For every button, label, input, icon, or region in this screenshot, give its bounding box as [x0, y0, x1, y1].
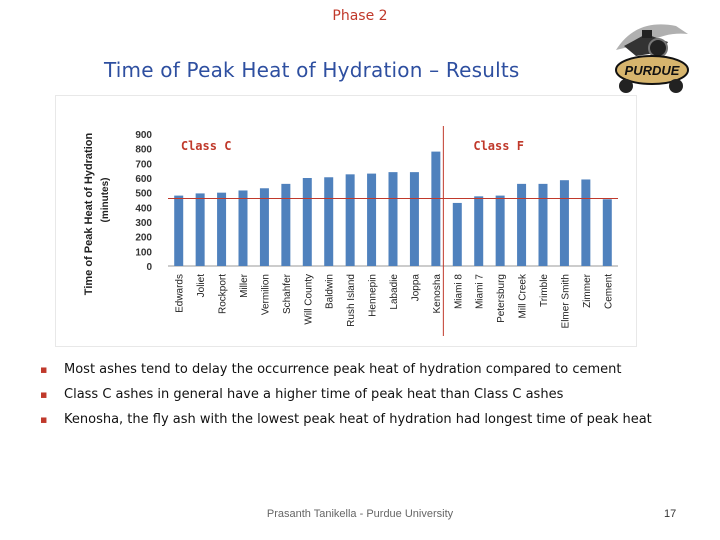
x-tick-label: Labadie [389, 274, 400, 310]
x-tick-label: Miami 8 [453, 274, 464, 309]
bar-schahfer [281, 183, 291, 266]
bullet-marker-icon: ▪ [40, 388, 48, 401]
x-tick-label: Vermilion [260, 274, 271, 315]
x-tick-label: Joppa [410, 274, 421, 302]
y-tick-label: 200 [135, 233, 152, 244]
bar-labadie [388, 172, 398, 266]
bar-miami-7 [474, 196, 484, 266]
bar-edwards [174, 195, 184, 266]
bullet-item: ▪ Kenosha, the fly ash with the lowest p… [40, 410, 660, 430]
y-tick-label: 900 [135, 130, 152, 141]
footer-credit: Prasanth Tanikella - Purdue University [266, 508, 454, 520]
bar-cement [602, 199, 612, 266]
bar-petersburg [495, 195, 505, 266]
x-tick-label: Rockport [218, 274, 229, 314]
bullet-text: Kenosha, the fly ash with the lowest pea… [64, 412, 652, 427]
x-tick-label: Trimble [539, 274, 550, 307]
y-tick-label: 400 [135, 203, 152, 214]
x-tick-label: Cement [603, 274, 614, 309]
bullet-text: Class C ashes in general have a higher t… [64, 387, 564, 402]
bullet-item: ▪ Class C ashes in general have a higher… [40, 385, 660, 405]
class-f-label: Class F [473, 139, 524, 153]
x-tick-label: Kenosha [432, 274, 443, 314]
x-tick-label: Hennepin [368, 274, 379, 317]
purdue-train-logo-icon: PURDUE [612, 16, 692, 96]
y-tick-label: 500 [135, 189, 152, 200]
chart-frame: Time of Peak Heat of Hydration (minutes)… [56, 96, 636, 346]
bar-vermilion [259, 188, 269, 266]
y-axis-label-line2: (minutes) [100, 178, 111, 223]
bar-trimble [538, 183, 548, 266]
bar-zimmer [581, 179, 591, 266]
bar-will-county [302, 178, 312, 266]
hydration-bar-chart: Time of Peak Heat of Hydration (minutes)… [83, 126, 618, 336]
y-tick-label: 100 [135, 247, 152, 258]
y-tick-label: 300 [135, 218, 152, 229]
bullet-list: ▪ Most ashes tend to delay the occurrenc… [40, 360, 660, 435]
bullet-marker-icon: ▪ [40, 413, 48, 426]
bar-mill-creek [517, 183, 527, 266]
x-tick-label: Will County [303, 274, 314, 325]
bar-rush-island [345, 174, 355, 266]
x-tick-label: Petersburg [496, 274, 507, 323]
page-number: 17 [664, 508, 677, 520]
bar-kenosha [431, 151, 441, 266]
phase-label: Phase 2 [332, 8, 388, 24]
x-tick-label: Rush Island [346, 274, 357, 327]
bar-joppa [409, 172, 419, 266]
y-tick-label: 800 [135, 145, 152, 156]
bar-elmer-smith [559, 180, 569, 266]
class-c-label: Class C [181, 139, 232, 153]
slide-title: Time of Peak Heat of Hydration – Results [104, 58, 520, 82]
x-tick-label: Miller [239, 273, 250, 298]
bar-miller [238, 190, 248, 266]
x-tick-label: Zimmer [582, 273, 593, 308]
x-tick-label: Joliet [196, 274, 207, 298]
bullet-item: ▪ Most ashes tend to delay the occurrenc… [40, 360, 660, 380]
bullet-text: Most ashes tend to delay the occurrence … [64, 362, 622, 377]
bar-miami-8 [452, 202, 462, 266]
logo-text: PURDUE [625, 63, 680, 78]
x-tick-label: Baldwin [325, 274, 336, 309]
y-tick-label: 0 [146, 262, 152, 273]
bar-rockport [217, 192, 227, 266]
bar-hennepin [367, 173, 377, 266]
x-tick-label: Elmer Smith [560, 274, 571, 328]
y-tick-label: 600 [135, 174, 152, 185]
bar-baldwin [324, 177, 334, 266]
x-tick-label: Edwards [175, 274, 186, 313]
bar-joliet [195, 193, 205, 266]
y-tick-label: 700 [135, 159, 152, 170]
x-tick-label: Mill Creek [518, 273, 529, 318]
bullet-marker-icon: ▪ [40, 363, 48, 376]
x-tick-label: Miami 7 [475, 274, 486, 309]
x-tick-label: Schahfer [282, 273, 293, 314]
y-axis-label-line1: Time of Peak Heat of Hydration [83, 133, 95, 296]
